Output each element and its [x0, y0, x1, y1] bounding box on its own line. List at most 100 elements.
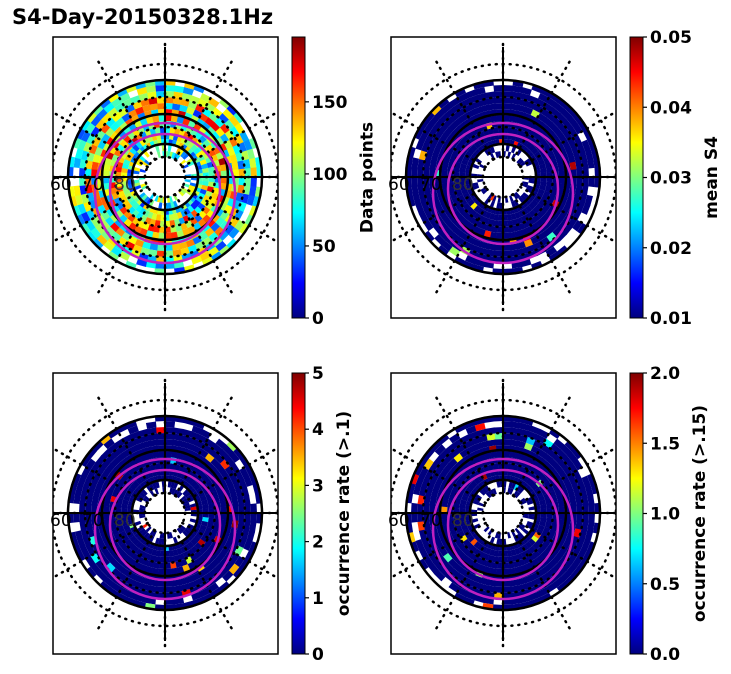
- heatmap-cell: [229, 154, 238, 164]
- heatmap-cell: [496, 226, 503, 233]
- heatmap-cell: [200, 93, 212, 103]
- heatmap-cell: [552, 117, 563, 128]
- heatmap-cell: [558, 133, 568, 144]
- heatmap-cell: [164, 568, 172, 575]
- latitude-label: 70: [82, 511, 104, 531]
- heatmap-cell: [118, 251, 130, 261]
- heatmap-cell: [198, 546, 207, 555]
- heatmap-cell: [115, 502, 122, 509]
- heatmap-cell: [493, 592, 503, 599]
- heatmap-cell: [514, 116, 523, 124]
- heatmap-cell: [244, 177, 251, 187]
- heatmap-cell: [232, 480, 242, 491]
- heatmap-cell: [104, 552, 115, 563]
- heatmap-cell: [461, 546, 470, 555]
- heatmap-cell: [522, 515, 529, 519]
- heatmap-cell: [502, 568, 510, 575]
- heatmap-cell: [73, 157, 81, 168]
- heatmap-cell: [110, 457, 120, 468]
- heatmap-cell: [521, 543, 529, 552]
- heatmap-cell: [556, 245, 569, 257]
- heatmap-cell: [423, 111, 435, 123]
- heatmap-cell: [582, 513, 589, 523]
- heatmap-cell: [518, 583, 528, 592]
- colorbar-tick-label: 0.04: [650, 98, 692, 118]
- heatmap-cell: [126, 487, 135, 494]
- heatmap-cell: [228, 563, 240, 575]
- heatmap-cell: [544, 161, 552, 169]
- heatmap-cell: [184, 491, 191, 498]
- heatmap-cell: [496, 232, 503, 239]
- heatmap-cell: [417, 176, 424, 186]
- heatmap-cell: [535, 192, 544, 200]
- heatmap-cell: [200, 429, 212, 439]
- heatmap-cell: [124, 154, 133, 162]
- latitude-label: 80: [452, 175, 474, 195]
- heatmap-cell: [201, 163, 209, 170]
- heatmap-cell: [453, 452, 464, 463]
- heatmap-cell: [497, 556, 503, 563]
- heatmap-cell: [121, 508, 128, 513]
- dotted-meridian: [391, 110, 487, 169]
- heatmap-cell: [116, 521, 124, 529]
- heatmap-cell: [510, 249, 520, 257]
- heatmap-cell: [510, 585, 520, 593]
- heatmap-cell: [507, 220, 514, 227]
- dotted-meridian: [96, 193, 157, 296]
- heatmap-cell: [418, 150, 427, 161]
- heatmap-cell: [144, 495, 151, 502]
- axes-frame: [52, 372, 279, 655]
- heatmap-cell: [543, 453, 553, 463]
- heatmap-cell: [558, 123, 568, 134]
- heatmap-cell: [464, 195, 473, 203]
- auroral-oval-outer: [431, 457, 575, 601]
- heatmap-cell: [470, 436, 481, 446]
- heatmap-cell: [103, 506, 110, 513]
- heatmap-cell: [101, 112, 112, 124]
- heatmap-cell: [492, 195, 497, 202]
- heatmap-cell: [459, 448, 470, 458]
- heatmap-cell: [498, 550, 503, 557]
- heatmap-cell: [171, 152, 176, 159]
- colorbar-tick-label: 3: [312, 476, 324, 496]
- heatmap-cell: [187, 477, 195, 485]
- heatmap-cell: [220, 133, 230, 144]
- heatmap-cell: [489, 231, 498, 239]
- heatmap-cell: [529, 425, 541, 435]
- heatmap-cell: [100, 210, 110, 221]
- colorbar: 0 50 100 150 Data points: [291, 36, 378, 329]
- heatmap-cell: [577, 119, 589, 132]
- heatmap-cell: [208, 448, 219, 459]
- colorbar-tick-label: 2: [312, 533, 324, 553]
- heatmap-cell: [459, 516, 466, 523]
- heatmap-cell: [212, 443, 223, 454]
- heatmap-cell: [467, 535, 475, 543]
- heatmap-cell: [187, 580, 198, 590]
- heatmap-cell: [156, 250, 165, 257]
- heatmap-cell: [582, 168, 589, 178]
- heatmap-cell: [208, 502, 215, 509]
- heatmap-cell: [90, 115, 102, 127]
- heatmap-cell: [142, 440, 152, 449]
- heatmap-cell: [235, 488, 244, 498]
- heatmap-cell: [462, 538, 471, 547]
- heatmap-cell: [208, 568, 219, 578]
- colorbar-gradient: [291, 36, 306, 319]
- heatmap-cell: [478, 502, 485, 507]
- heatmap-cell: [155, 550, 161, 557]
- heatmap-cell: [510, 103, 519, 111]
- heatmap-cell: [158, 232, 165, 239]
- heatmap-cell: [448, 121, 458, 132]
- heatmap-cell: [103, 518, 111, 526]
- heatmap-cell: [439, 448, 450, 460]
- heatmap-cell: [503, 439, 512, 446]
- colorbar-tick-label: 0.05: [650, 28, 692, 48]
- heatmap-cell: [178, 241, 188, 250]
- heatmap-cell: [588, 177, 595, 188]
- heatmap-cell: [525, 523, 533, 530]
- heatmap-cell: [508, 561, 515, 569]
- heatmap-cell: [215, 463, 226, 474]
- heatmap-cell: [187, 436, 198, 446]
- heatmap-cell: [415, 539, 425, 551]
- heatmap-cell: [487, 243, 496, 251]
